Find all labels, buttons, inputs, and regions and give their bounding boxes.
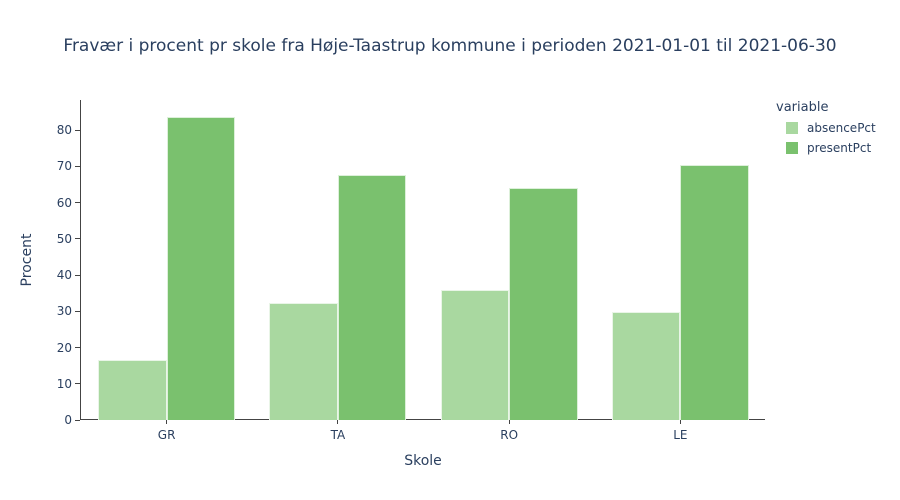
legend-swatch-absencePct — [786, 122, 798, 134]
x-tick-label-LE: LE — [673, 428, 688, 442]
x-axis-title: Skole — [404, 453, 442, 469]
bar-absencePct-LE[interactable] — [611, 312, 681, 420]
y-tick-label-20: 20 — [56, 340, 72, 355]
y-tick-mark-10 — [75, 383, 80, 385]
x-tick-mark-GR — [166, 419, 168, 424]
y-tick-mark-70 — [75, 165, 80, 167]
y-tick-label-50: 50 — [56, 231, 72, 246]
legend-title: variable — [776, 100, 829, 115]
x-tick-mark-RO — [508, 419, 510, 424]
legend-swatch-presentPct — [786, 142, 798, 154]
y-tick-label-70: 70 — [56, 159, 72, 174]
y-tick-mark-20 — [75, 347, 80, 349]
y-tick-mark-60 — [75, 202, 80, 204]
bar-presentPct-LE[interactable] — [680, 165, 749, 420]
y-tick-mark-30 — [75, 310, 80, 312]
y-tick-label-40: 40 — [56, 268, 72, 283]
x-tick-label-RO: RO — [500, 428, 519, 442]
x-tick-label-GR: GR — [157, 428, 176, 442]
bar-absencePct-GR[interactable] — [98, 360, 167, 420]
y-tick-label-80: 80 — [56, 123, 72, 138]
y-axis-title: Procent — [19, 233, 35, 287]
legend-label-presentPct: presentPct — [807, 141, 872, 155]
plot-area: 0 10 20 30 40 50 60 70 80 GR TA RO LE — [57, 100, 765, 442]
x-tick-mark-LE — [679, 419, 681, 424]
bar-presentPct-TA[interactable] — [337, 175, 407, 420]
bar-presentPct-RO[interactable] — [509, 188, 578, 420]
x-tick-mark-TA — [337, 419, 339, 424]
y-tick-label-30: 30 — [56, 304, 72, 319]
y-tick-label-0: 0 — [64, 413, 72, 427]
chart-title: Fravær i procent pr skole fra Høje-Taast… — [63, 36, 837, 56]
legend-item-absencePct[interactable]: absencePct — [776, 121, 876, 135]
y-tick-mark-40 — [75, 274, 80, 276]
y-tick-mark-50 — [75, 238, 80, 240]
y-tick-label-60: 60 — [56, 195, 72, 210]
legend-label-absencePct: absencePct — [807, 121, 876, 135]
legend-item-presentPct[interactable]: presentPct — [776, 141, 876, 155]
legend: variable absencePct presentPct — [776, 100, 876, 161]
x-tick-label-TA: TA — [330, 428, 346, 442]
y-tick-mark-80 — [75, 129, 80, 131]
y-tick-label-10: 10 — [56, 376, 72, 391]
y-tick-mark-0 — [75, 419, 80, 421]
bar-absencePct-TA[interactable] — [269, 302, 338, 420]
bar-absencePct-RO[interactable] — [440, 289, 510, 420]
bar-presentPct-GR[interactable] — [166, 117, 236, 420]
